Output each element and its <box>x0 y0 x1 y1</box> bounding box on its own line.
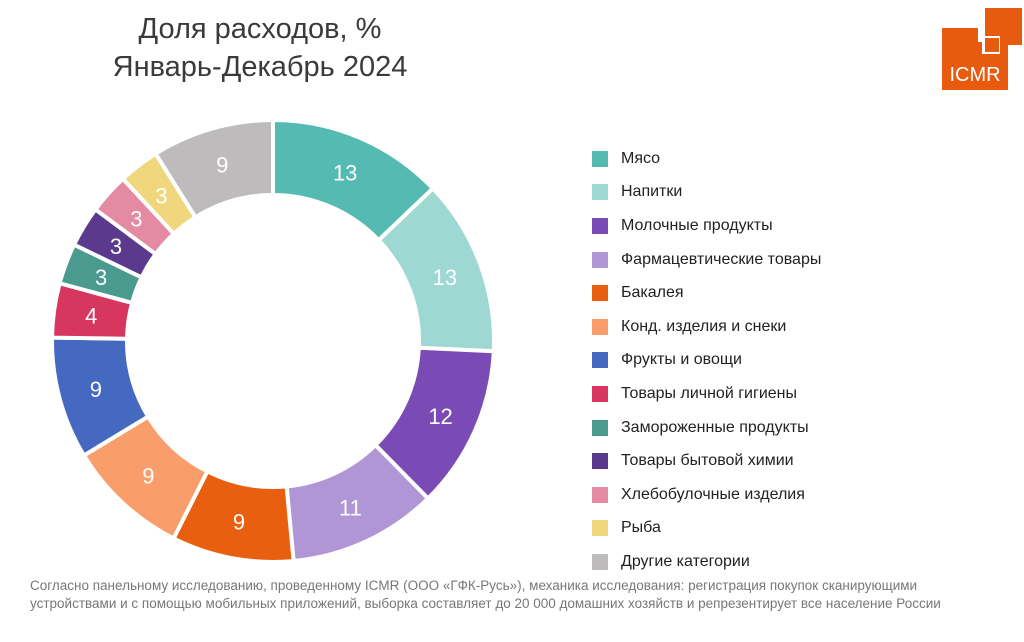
legend-item: Замороженные продукты <box>592 411 821 445</box>
legend-item: Напитки <box>592 176 821 210</box>
legend-label: Напитки <box>621 183 683 201</box>
data-label: 11 <box>339 495 362 520</box>
legend-swatch <box>592 217 608 234</box>
title-line-1: Доля расходов, % <box>138 13 382 45</box>
legend-label: Замороженные продукты <box>621 418 809 436</box>
data-label: 9 <box>142 464 154 489</box>
legend-label: Фармацевтические товары <box>621 250 822 268</box>
data-label: 3 <box>130 206 142 231</box>
legend-item: Бакалея <box>592 276 821 310</box>
legend-item: Товары личной гигиены <box>592 377 821 411</box>
legend-label: Товары бытовой химии <box>621 452 794 470</box>
legend-swatch <box>592 553 608 570</box>
legend-label: Бакалея <box>621 284 684 302</box>
data-label: 9 <box>90 377 102 402</box>
legend-item: Хлебобулочные изделия <box>592 478 821 512</box>
legend-item: Мясо <box>592 142 821 176</box>
data-label: 13 <box>433 265 457 290</box>
data-label: 4 <box>85 303 97 328</box>
legend-swatch <box>592 352 608 369</box>
legend-label: Рыба <box>621 519 661 537</box>
legend-label: Фрукты и овощи <box>621 351 742 369</box>
data-label: 3 <box>110 234 122 259</box>
svg-text:ICMR: ICMR <box>949 64 1000 86</box>
legend-swatch <box>592 150 608 167</box>
legend-label: Товары личной гигиены <box>621 384 797 402</box>
data-label: 9 <box>233 509 245 534</box>
legend-item: Товары бытовой химии <box>592 444 821 478</box>
legend-item: Конд. изделия и снеки <box>592 310 821 344</box>
footnote: Согласно панельному исследованию, провед… <box>30 578 941 611</box>
data-label: 9 <box>216 153 228 178</box>
legend-swatch <box>592 285 608 302</box>
chart-title: Доля расходов, % Январь-Декабрь 2024 <box>60 10 460 86</box>
legend-label: Конд. изделия и снеки <box>621 317 787 335</box>
data-label: 3 <box>95 265 107 290</box>
data-label: 12 <box>428 404 452 429</box>
legend-item: Рыба <box>592 512 821 546</box>
legend-label: Другие категории <box>621 552 750 570</box>
legend-item: Другие категории <box>592 545 821 579</box>
donut-slice <box>152 117 275 221</box>
legend-swatch <box>592 251 608 268</box>
legend-label: Молочные продукты <box>621 216 773 234</box>
legend-swatch <box>592 453 608 470</box>
data-label: 13 <box>333 160 357 185</box>
legend-swatch <box>592 486 608 503</box>
legend-item: Фрукты и овощи <box>592 344 821 378</box>
legend-item: Фармацевтические товары <box>592 243 821 277</box>
legend-swatch <box>592 520 608 537</box>
legend-swatch <box>592 318 608 335</box>
legend-label: Мясо <box>621 149 661 167</box>
legend-label: Хлебобулочные изделия <box>621 485 805 503</box>
title-line-2: Январь-Декабрь 2024 <box>112 51 408 83</box>
data-label: 3 <box>155 183 167 208</box>
legend-swatch <box>592 419 608 436</box>
legend: Мясо Напитки Молочные продукты Фармацевтиче… <box>592 142 821 579</box>
legend-swatch <box>592 184 608 201</box>
legend-swatch <box>592 385 608 402</box>
legend-item: Молочные продукты <box>592 209 821 243</box>
icmr-logo: ICMR <box>942 8 1022 90</box>
